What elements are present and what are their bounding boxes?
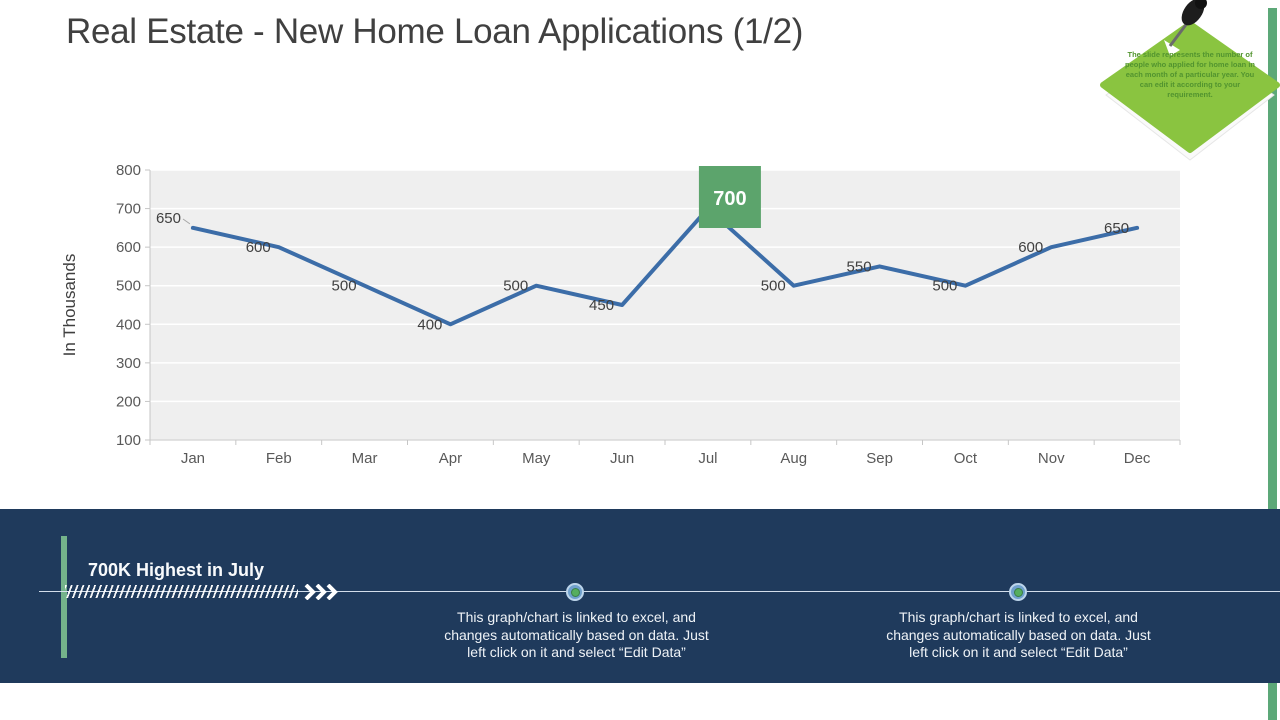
right-edge-accent-strip [1268,8,1277,720]
sticky-note-front [1100,21,1280,153]
y-tick-label: 500 [116,278,141,295]
y-tick-label: 800 [116,162,141,179]
y-tick-label: 700 [116,201,141,218]
x-tick-label: Nov [1038,450,1065,467]
push-pin-needle [1168,21,1190,47]
x-tick-label: Feb [266,450,292,467]
data-label: 650 [1104,220,1129,237]
excel-note-left: This graph/chart is linked to excel, and… [444,609,709,660]
data-label: 500 [932,278,957,295]
chevron-right-icons [304,583,344,601]
footer-band: 700K Highest in July This graph/chart is… [0,509,1280,683]
timeline-marker [1009,583,1027,601]
x-tick-label: May [522,450,551,467]
hatch-stripes [65,585,298,598]
data-label: 500 [503,278,528,295]
x-tick-label: Mar [352,450,378,467]
y-tick-label: 100 [116,432,141,449]
sticky-note-text: The slide represents the number of peopl… [1124,50,1255,99]
loan-applications-chart[interactable]: 100 200 300 400 500 600 700 800 Jan Feb Mar Apr May J… [0,150,1280,480]
push-pin-head [1195,0,1207,9]
slide-title: Real Estate - New Home Loan Applications… [66,12,804,51]
sticky-note-shape [1100,0,1280,161]
x-tick-label: Dec [1124,450,1151,467]
line-chart-svg[interactable]: 100 200 300 400 500 600 700 800 Jan Feb Mar Apr May J… [0,150,1280,480]
pin-highlight [1164,40,1180,56]
footer-accent-bar [61,536,67,658]
data-label: 400 [417,316,442,333]
x-tick-label: Apr [439,450,462,467]
y-tick-label: 600 [116,239,141,256]
timeline-marker [566,583,584,601]
y-tick-label: 200 [116,393,141,410]
data-label: 650 [156,210,181,227]
x-tick-label: Sep [866,450,893,467]
timeline-line [39,591,1280,592]
timeline-marker-dot [1013,587,1023,597]
series-line [190,206,1140,327]
highlight-label: 700 [713,188,746,210]
plot-area [150,170,1180,440]
footer-headline: 700K Highest in July [88,560,265,580]
data-label: 550 [847,258,872,275]
y-axis-title: In Thousands [60,254,79,357]
y-tick-label: 400 [116,316,141,333]
x-tick-label: Jun [610,450,634,467]
data-label: 450 [589,297,614,314]
x-tick-label: Aug [780,450,807,467]
highlight-callout [698,166,761,228]
label-leader-line [182,218,191,225]
data-label: 500 [761,278,786,295]
sticky-note: The slide represents the number of peopl… [1090,0,1280,170]
data-label: 500 [332,278,357,295]
x-tick-label: Jan [181,450,205,467]
y-tick-label: 300 [116,355,141,372]
x-tick-label: Oct [954,450,978,467]
data-label: 600 [246,239,271,256]
excel-note-right: This graph/chart is linked to excel, and… [886,609,1151,660]
data-label: 600 [1018,239,1043,256]
x-tick-label: Jul [698,450,717,467]
timeline-marker-dot [570,587,580,597]
